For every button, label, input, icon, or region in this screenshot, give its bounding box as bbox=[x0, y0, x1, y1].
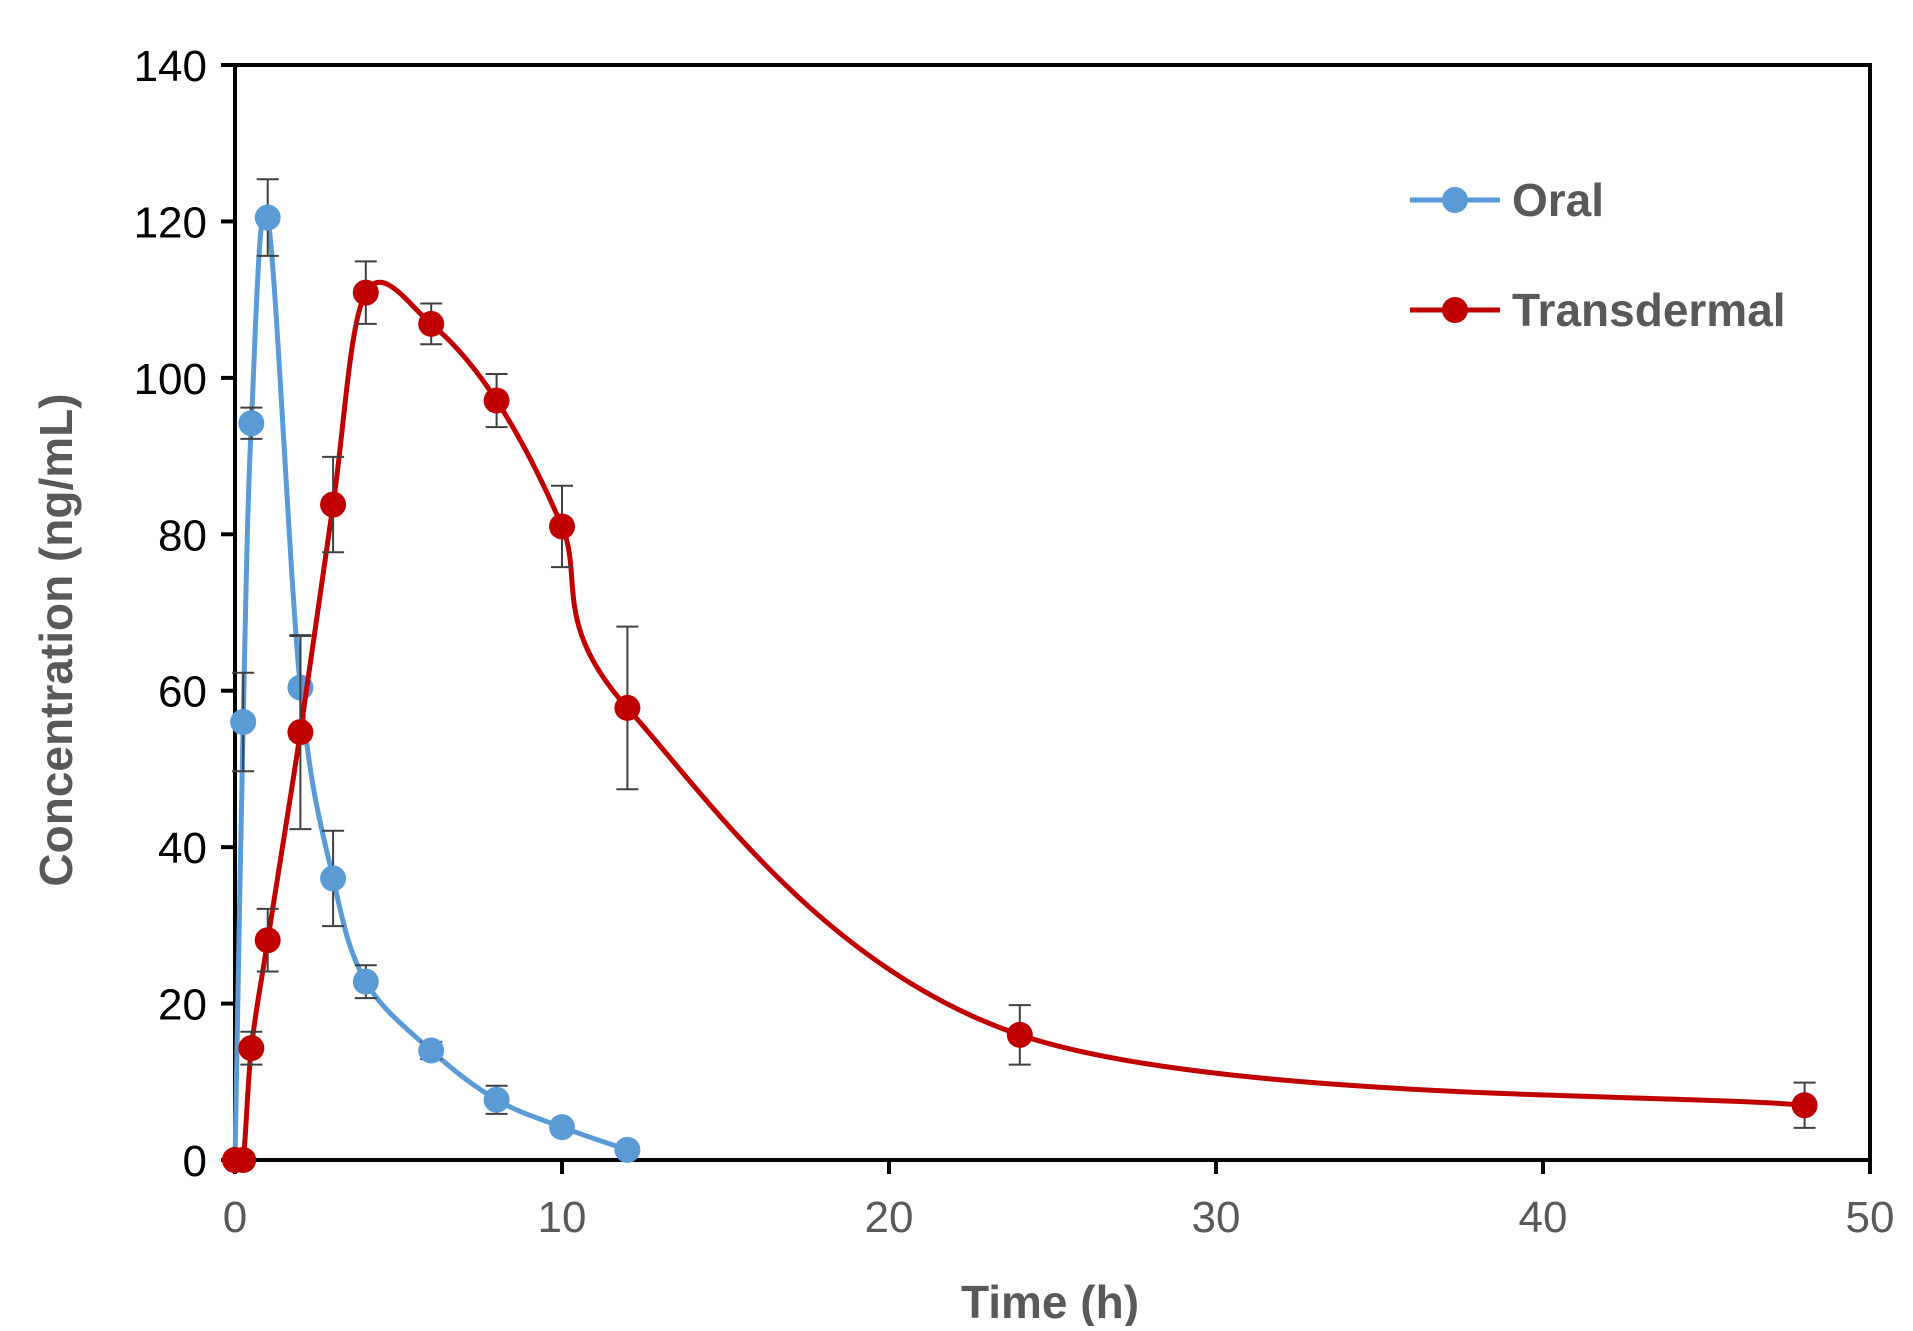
data-point bbox=[230, 709, 257, 735]
x-tick-label: 20 bbox=[865, 1193, 914, 1242]
legend-label: Oral bbox=[1512, 174, 1604, 226]
data-point bbox=[483, 387, 510, 414]
y-axis-title: Concentration (ng/mL) bbox=[30, 393, 82, 886]
data-point bbox=[418, 310, 445, 337]
y-tick-label: 40 bbox=[158, 824, 207, 873]
y-tick-label: 20 bbox=[158, 981, 207, 1030]
x-tick-label: 10 bbox=[538, 1193, 587, 1242]
y-tick-label: 60 bbox=[158, 668, 207, 717]
data-point bbox=[1791, 1092, 1818, 1119]
y-tick-label: 140 bbox=[134, 42, 207, 91]
y-tick-label: 100 bbox=[134, 355, 207, 404]
y-tick-label: 120 bbox=[134, 198, 207, 247]
y-tick-label: 80 bbox=[158, 511, 207, 560]
plot-area-frame bbox=[233, 63, 1872, 1162]
legend-marker bbox=[1442, 297, 1468, 323]
data-point bbox=[287, 719, 314, 746]
data-point bbox=[483, 1086, 510, 1113]
legend-marker bbox=[1442, 187, 1468, 213]
axes-layer: 0 20 40 60 80 100 120 140 0 10 20 30 40 50 bbox=[134, 42, 1895, 1242]
legend-item-oral: Oral bbox=[1410, 174, 1604, 226]
data-point bbox=[614, 694, 641, 721]
series-line bbox=[232, 207, 629, 1161]
data-point bbox=[549, 1114, 575, 1141]
data-point bbox=[352, 968, 379, 995]
data-point bbox=[238, 1035, 265, 1062]
x-tick-label: 0 bbox=[223, 1193, 247, 1242]
data-point bbox=[418, 1037, 445, 1064]
x-axis-title: Time (h) bbox=[961, 1276, 1139, 1326]
data-point bbox=[352, 279, 379, 306]
data-point bbox=[549, 513, 575, 540]
x-tick-label: 50 bbox=[1846, 1193, 1895, 1242]
data-point bbox=[254, 204, 281, 231]
data-point bbox=[320, 491, 347, 518]
legend-label: Transdermal bbox=[1512, 284, 1786, 336]
data-point bbox=[254, 927, 281, 954]
data-point bbox=[1006, 1021, 1033, 1048]
y-tick-label: 0 bbox=[183, 1137, 207, 1186]
series-transdermal bbox=[222, 260, 1818, 1173]
data-point bbox=[238, 410, 265, 437]
legend: Oral Transdermal bbox=[1410, 174, 1786, 336]
x-tick-label: 30 bbox=[1192, 1193, 1241, 1242]
legend-item-transdermal: Transdermal bbox=[1410, 284, 1786, 336]
data-point bbox=[320, 865, 347, 892]
series-layer bbox=[222, 178, 1818, 1173]
data-point bbox=[230, 1147, 257, 1173]
x-tick-label: 40 bbox=[1519, 1193, 1568, 1242]
data-point bbox=[614, 1136, 641, 1163]
